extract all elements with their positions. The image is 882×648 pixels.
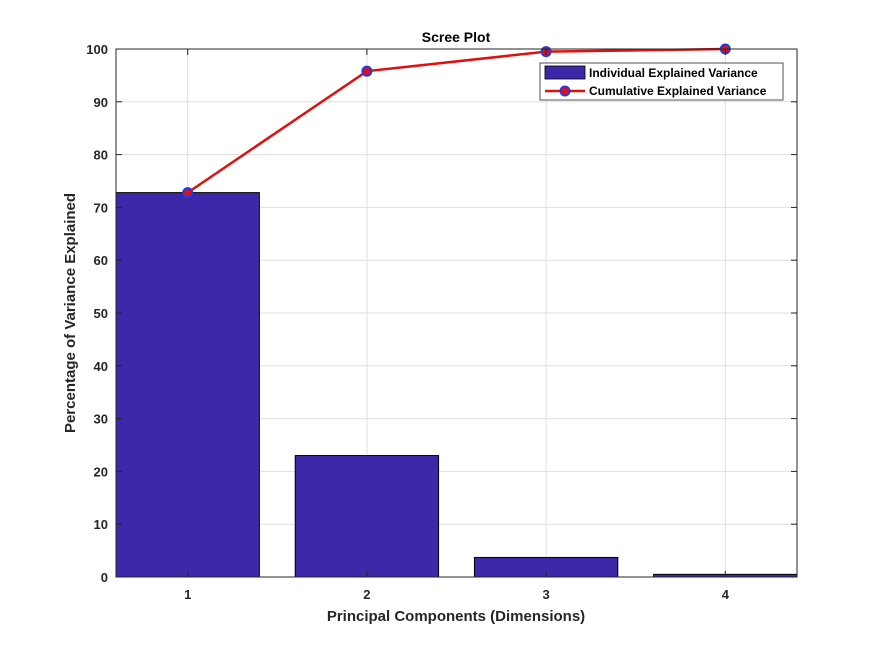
legend-bar-swatch [544,65,586,80]
y-tick-label: 0 [101,570,108,585]
y-axis-title: Percentage of Variance Explained [62,193,79,433]
x-tick-label: 1 [184,587,191,602]
cumulative-point-pc-1 [182,187,194,199]
y-tick-label: 100 [86,42,108,57]
legend-label-individual: Individual Explained Variance [589,66,758,80]
cumulative-line [186,47,726,194]
y-tick-label: 10 [94,517,108,532]
y-tick-label: 60 [94,253,108,268]
y-tick-label: 20 [94,464,108,479]
y-tick-label: 90 [94,95,108,110]
bar-pc-1 [115,192,260,578]
bar-series [115,192,798,578]
y-tick-label: 40 [94,359,108,374]
y-tick-label: 70 [94,200,108,215]
x-axis-title: Principal Components (Dimensions) [327,608,585,625]
legend-label-cumulative: Cumulative Explained Variance [589,84,767,98]
legend: Individual Explained Variance Cumulative… [539,62,784,101]
y-axis-ticks: 0 10 20 30 40 50 60 70 80 90 100 [86,42,797,585]
bar-pc-2 [294,455,440,578]
y-tick-label: 30 [94,412,108,427]
x-axis-ticks: 1 2 3 4 [184,49,730,602]
x-tick-label: 4 [722,587,730,602]
x-tick-label: 3 [542,587,549,602]
cumulative-point-pc-2 [361,65,373,77]
y-tick-label: 80 [94,148,108,163]
legend-marker-swatch [559,85,571,97]
x-tick-label: 2 [363,587,370,602]
y-tick-label: 50 [94,306,108,321]
chart-title: Scree Plot [422,29,491,45]
